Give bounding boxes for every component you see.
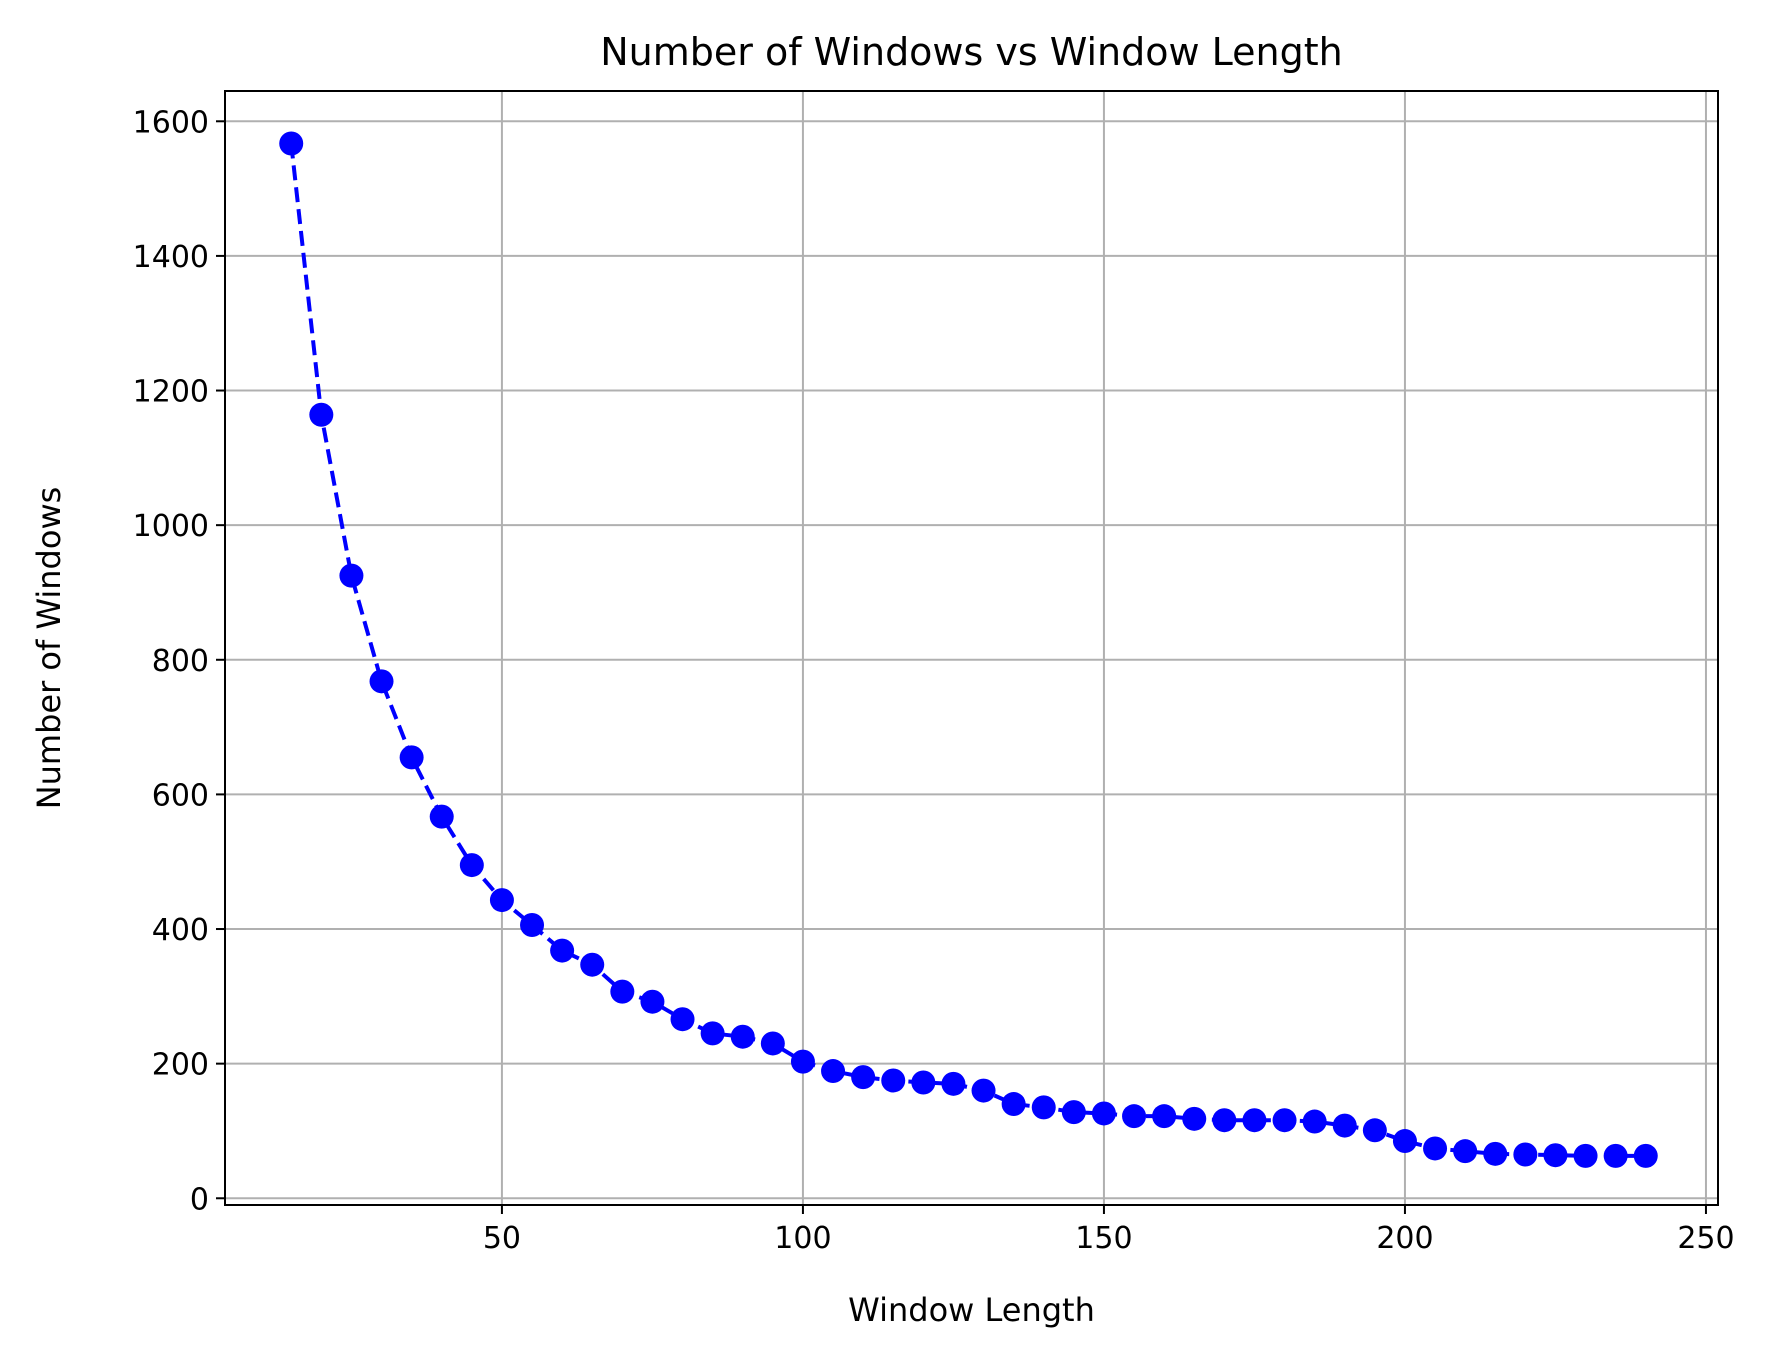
data-point <box>760 1031 785 1056</box>
data-point <box>399 745 424 770</box>
data-point <box>851 1065 876 1090</box>
data-point <box>279 131 304 156</box>
plot-frame <box>224 90 1719 1206</box>
data-point <box>1061 1100 1086 1125</box>
x-axis-label: Window Length <box>848 1291 1095 1329</box>
data-point <box>1453 1139 1478 1164</box>
data-point <box>1603 1143 1628 1168</box>
data-point <box>640 989 665 1014</box>
data-point <box>610 979 635 1004</box>
y-tick-label: 0 <box>190 1182 209 1217</box>
data-point <box>309 402 334 427</box>
data-point <box>1483 1141 1508 1166</box>
data-point <box>1392 1129 1417 1154</box>
data-point <box>1152 1104 1177 1129</box>
x-axis-ticks: 50 100 150 200 250 <box>483 1205 1735 1256</box>
data-point <box>580 952 605 977</box>
y-tick-label: 1000 <box>133 509 209 544</box>
data-point <box>1091 1101 1116 1126</box>
data-point <box>670 1007 695 1032</box>
x-tick-label: 250 <box>1677 1221 1734 1256</box>
data-point <box>1573 1143 1598 1168</box>
data-point <box>730 1024 755 1049</box>
grid-lines <box>225 91 1718 1205</box>
data-point <box>821 1059 846 1084</box>
data-point <box>1242 1108 1267 1133</box>
chart-title: Number of Windows vs Window Length <box>600 30 1342 74</box>
data-point <box>1633 1143 1658 1168</box>
data-point <box>941 1071 966 1096</box>
data-point <box>339 563 364 588</box>
data-point <box>700 1021 725 1046</box>
data-point <box>1513 1142 1538 1167</box>
y-tick-label: 1200 <box>133 375 209 410</box>
data-point <box>1362 1118 1387 1143</box>
data-point <box>1031 1095 1056 1120</box>
data-point <box>1122 1104 1147 1129</box>
data-point <box>489 888 514 913</box>
data-point <box>459 853 484 878</box>
y-axis-ticks: 0 200 400 600 800 1000 1200 1400 1600 <box>133 105 225 1217</box>
data-point <box>1543 1143 1568 1168</box>
y-tick-label: 600 <box>152 778 209 813</box>
series-line <box>289 143 1646 1158</box>
y-tick-label: 1400 <box>133 240 209 275</box>
data-point <box>881 1068 906 1093</box>
y-tick-label: 1600 <box>133 105 209 140</box>
data-point <box>550 938 575 963</box>
x-tick-label: 100 <box>774 1221 831 1256</box>
y-tick-label: 400 <box>152 913 209 948</box>
data-point <box>1272 1108 1297 1133</box>
data-series <box>279 131 1658 1168</box>
data-point <box>1212 1108 1237 1133</box>
y-tick-label: 200 <box>152 1048 209 1083</box>
data-point <box>1182 1106 1207 1131</box>
data-point <box>1302 1109 1327 1134</box>
data-point <box>790 1049 815 1074</box>
data-point <box>429 804 454 829</box>
data-point <box>971 1078 996 1103</box>
data-point <box>520 912 545 937</box>
data-point <box>911 1070 936 1095</box>
y-tick-label: 800 <box>152 644 209 679</box>
data-point <box>1423 1136 1448 1161</box>
data-point <box>369 669 394 694</box>
x-tick-label: 50 <box>483 1221 521 1256</box>
y-axis-label: Number of Windows <box>30 487 68 810</box>
data-point <box>1332 1113 1357 1138</box>
x-tick-label: 150 <box>1075 1221 1132 1256</box>
x-tick-label: 200 <box>1376 1221 1433 1256</box>
data-point <box>1001 1092 1026 1117</box>
